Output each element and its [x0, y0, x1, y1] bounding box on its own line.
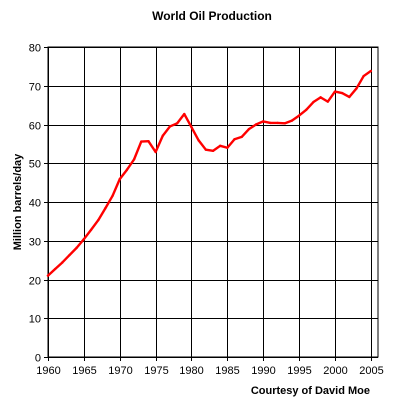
x-tick-label: 1975 — [144, 365, 168, 377]
data-point — [262, 120, 265, 123]
data-point — [276, 121, 279, 125]
data-point — [305, 108, 308, 111]
data-point — [290, 119, 294, 122]
x-tick-label: 1990 — [251, 365, 275, 377]
data-point — [204, 148, 208, 151]
data-point — [89, 228, 93, 232]
data-point — [140, 140, 143, 143]
data-point — [369, 69, 373, 73]
data-point — [362, 74, 365, 78]
data-point — [312, 100, 315, 104]
data-point — [283, 122, 286, 125]
y-tick-label: 30 — [29, 237, 41, 249]
y-tick-label: 50 — [29, 159, 41, 171]
series-line — [46, 69, 373, 277]
y-tick-label: 40 — [29, 198, 41, 210]
data-point — [125, 168, 129, 172]
data-point — [168, 125, 172, 128]
data-point — [118, 177, 121, 181]
data-point — [46, 274, 50, 277]
data-point — [97, 219, 100, 222]
data-point — [218, 144, 222, 148]
x-tick-label: 1965 — [72, 365, 96, 377]
data-point — [53, 267, 57, 271]
y-tick-label: 80 — [29, 43, 41, 55]
data-point — [68, 253, 71, 257]
x-tick-label: 1995 — [287, 365, 311, 377]
data-point — [340, 91, 344, 95]
data-point — [254, 123, 258, 126]
data-point — [319, 96, 322, 99]
x-tick-label: 1980 — [179, 365, 203, 377]
x-tick-label: 2000 — [323, 365, 347, 377]
data-point — [132, 158, 136, 161]
y-axis-ticks: 0 10 20 30 40 50 60 70 80 — [29, 43, 41, 365]
plot-frame — [47, 46, 379, 358]
data-point — [104, 207, 107, 210]
gridlines — [44, 47, 378, 361]
x-tick-label: 1960 — [36, 365, 60, 377]
data-point — [348, 95, 351, 99]
x-tick-label: 2005 — [359, 365, 383, 377]
y-tick-label: 20 — [29, 276, 41, 288]
data-point — [161, 134, 164, 137]
x-tick-label: 1985 — [215, 365, 239, 377]
data-point — [111, 194, 114, 197]
y-tick-label: 60 — [29, 121, 41, 133]
data-point — [154, 150, 157, 154]
data-point — [240, 135, 243, 139]
data-point — [233, 138, 236, 141]
y-tick-label: 70 — [29, 82, 41, 94]
data-point — [247, 127, 251, 131]
data-point — [147, 139, 150, 143]
data-point — [297, 114, 301, 117]
data-point — [190, 126, 193, 129]
data-point — [61, 261, 64, 264]
x-tick-label: 1970 — [108, 365, 132, 377]
y-tick-label: 0 — [35, 353, 41, 365]
chart-credit: Courtesy of David Moe — [251, 385, 370, 397]
data-point — [355, 87, 358, 90]
x-axis-ticks: 1960 1965 1970 1975 1980 1985 1990 1995 2000 2005 — [36, 365, 383, 377]
chart-title: World Oil Production — [152, 9, 272, 23]
data-point — [175, 122, 179, 125]
data-point — [326, 100, 329, 103]
data-point — [183, 112, 186, 116]
data-point — [75, 246, 78, 249]
y-tick-label: 10 — [29, 314, 41, 326]
series-layer — [46, 69, 373, 277]
y-axis-label: Million barrels/day — [12, 153, 24, 250]
data-point — [333, 90, 337, 93]
data-point — [269, 121, 272, 125]
data-point — [211, 149, 215, 153]
data-point — [197, 139, 200, 142]
data-point — [226, 146, 229, 149]
data-point — [82, 238, 86, 241]
